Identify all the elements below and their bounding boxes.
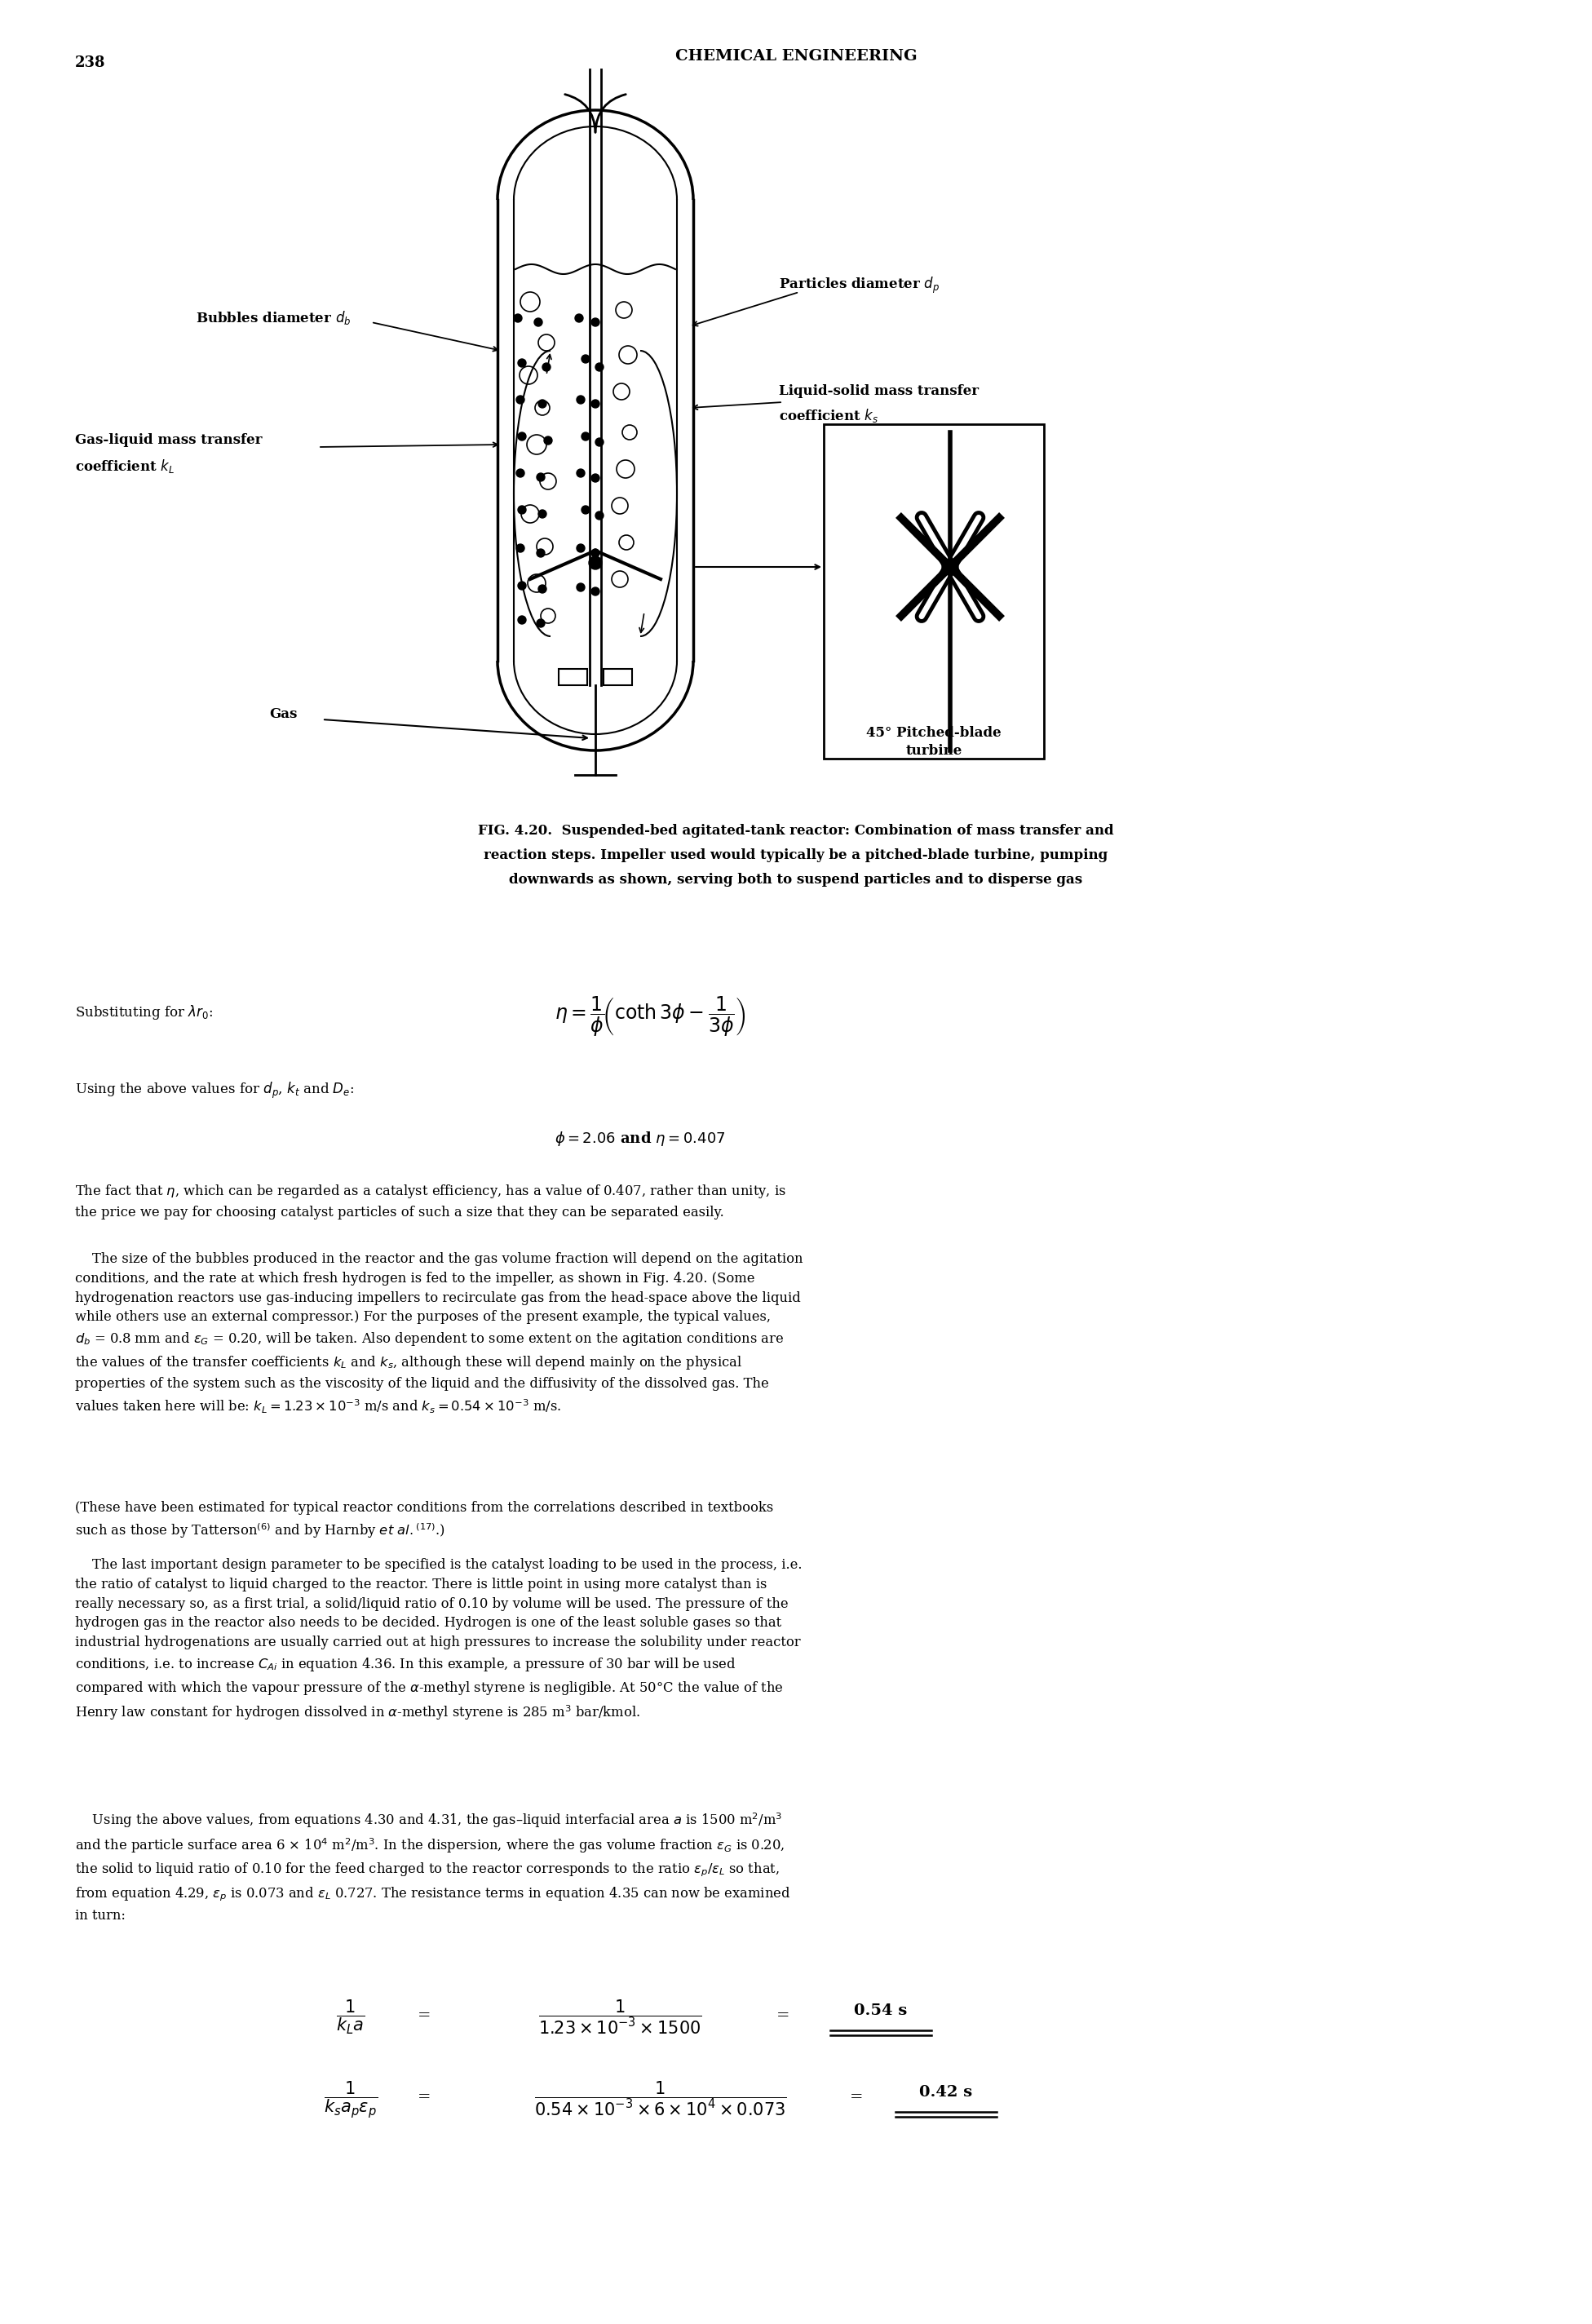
Circle shape [591, 318, 600, 325]
Bar [823, 425, 1044, 758]
Text: (These have been estimated for typical reactor conditions from the correlations : (These have been estimated for typical r… [75, 1501, 774, 1541]
Circle shape [537, 548, 544, 558]
Text: CHEMICAL ENGINEERING: CHEMICAL ENGINEERING [675, 49, 917, 63]
Text: =: = [850, 2089, 863, 2106]
Text: Substituting for $\lambda r_0$:: Substituting for $\lambda r_0$: [75, 1004, 213, 1020]
Circle shape [544, 437, 552, 444]
Text: Gas-liquid mass transfer: Gas-liquid mass transfer [75, 435, 263, 449]
Circle shape [516, 469, 524, 476]
Circle shape [538, 586, 546, 593]
Circle shape [581, 507, 589, 514]
Circle shape [517, 581, 525, 590]
Text: $\phi = 2.06$ and $\eta = 0.407$: $\phi = 2.06$ and $\eta = 0.407$ [554, 1129, 726, 1148]
Text: $\eta = \dfrac{1}{\phi}\!\left(\coth 3\phi - \dfrac{1}{3\phi}\right)$: $\eta = \dfrac{1}{\phi}\!\left(\coth 3\p… [554, 995, 747, 1039]
Circle shape [576, 544, 584, 553]
Text: Particles diameter $d_p$: Particles diameter $d_p$ [778, 277, 939, 295]
Circle shape [595, 437, 603, 446]
Text: FIG. 4.20.  Suspended-bed agitated-tank reactor: Combination of mass transfer an: FIG. 4.20. Suspended-bed agitated-tank r… [478, 825, 1114, 837]
Text: downwards as shown, serving both to suspend particles and to disperse gas: downwards as shown, serving both to susp… [509, 874, 1083, 888]
Circle shape [517, 507, 525, 514]
Circle shape [591, 400, 600, 409]
Circle shape [591, 548, 600, 558]
Circle shape [517, 358, 525, 367]
Text: The size of the bubbles produced in the reactor and the gas volume fraction will: The size of the bubbles produced in the … [75, 1253, 802, 1415]
Text: Bubbles diameter $d_b$: Bubbles diameter $d_b$ [196, 309, 352, 328]
Circle shape [591, 588, 600, 595]
Circle shape [537, 474, 544, 481]
Circle shape [516, 395, 524, 404]
Circle shape [589, 555, 602, 569]
Text: coefficient $k_s$: coefficient $k_s$ [778, 407, 879, 425]
Circle shape [538, 509, 546, 518]
Text: 45° Pitched-blade: 45° Pitched-blade [866, 725, 1001, 739]
Circle shape [595, 511, 603, 521]
Circle shape [576, 395, 584, 404]
Circle shape [517, 616, 525, 625]
Circle shape [535, 318, 543, 325]
Circle shape [581, 432, 589, 442]
Text: Liquid-solid mass transfer: Liquid-solid mass transfer [778, 383, 979, 397]
Circle shape [537, 618, 544, 627]
Text: reaction steps. Impeller used would typically be a pitched-blade turbine, pumpin: reaction steps. Impeller used would typi… [484, 848, 1108, 862]
Circle shape [581, 356, 589, 363]
Circle shape [538, 400, 546, 409]
Text: 238: 238 [75, 56, 105, 70]
Text: Gas: Gas [269, 706, 298, 720]
Text: $\dfrac{1}{0.54 \times 10^{-3} \times 6 \times 10^4 \times 0.073}$: $\dfrac{1}{0.54 \times 10^{-3} \times 6 … [535, 2080, 786, 2117]
Circle shape [517, 432, 525, 442]
Text: Using the above values, from equations 4.30 and 4.31, the gas–liquid interfacial: Using the above values, from equations 4… [75, 1810, 791, 1922]
Text: =: = [417, 2008, 431, 2022]
Text: Using the above values for $d_p$, $k_t$ and $D_e$:: Using the above values for $d_p$, $k_t$ … [75, 1081, 355, 1102]
Circle shape [595, 363, 603, 372]
Circle shape [576, 583, 584, 590]
Text: The fact that $\eta$, which can be regarded as a catalyst efficiency, has a valu: The fact that $\eta$, which can be regar… [75, 1183, 786, 1220]
Text: =: = [777, 2008, 790, 2022]
Circle shape [516, 544, 524, 553]
Circle shape [591, 474, 600, 481]
Text: The last important design parameter to be specified is the catalyst loading to b: The last important design parameter to b… [75, 1557, 802, 1722]
Text: $\dfrac{1}{k_s a_p \varepsilon_p}$: $\dfrac{1}{k_s a_p \varepsilon_p}$ [323, 2080, 377, 2119]
Text: turbine: turbine [906, 744, 962, 758]
Text: coefficient $k_L$: coefficient $k_L$ [75, 458, 175, 474]
Circle shape [944, 560, 957, 574]
Text: $\dfrac{1}{k_L a}$: $\dfrac{1}{k_L a}$ [336, 1999, 365, 2036]
Circle shape [543, 363, 551, 372]
Circle shape [942, 558, 958, 574]
Bar [603, 669, 632, 686]
Text: $\dfrac{1}{1.23 \times 10^{-3} \times 1500}$: $\dfrac{1}{1.23 \times 10^{-3} \times 15… [538, 1999, 702, 2036]
Bar [559, 669, 587, 686]
Circle shape [576, 469, 584, 476]
Circle shape [514, 314, 522, 323]
Circle shape [575, 314, 583, 323]
Text: 0.54 s: 0.54 s [855, 2003, 907, 2017]
Text: 0.42 s: 0.42 s [920, 2085, 973, 2099]
Text: =: = [417, 2089, 431, 2106]
